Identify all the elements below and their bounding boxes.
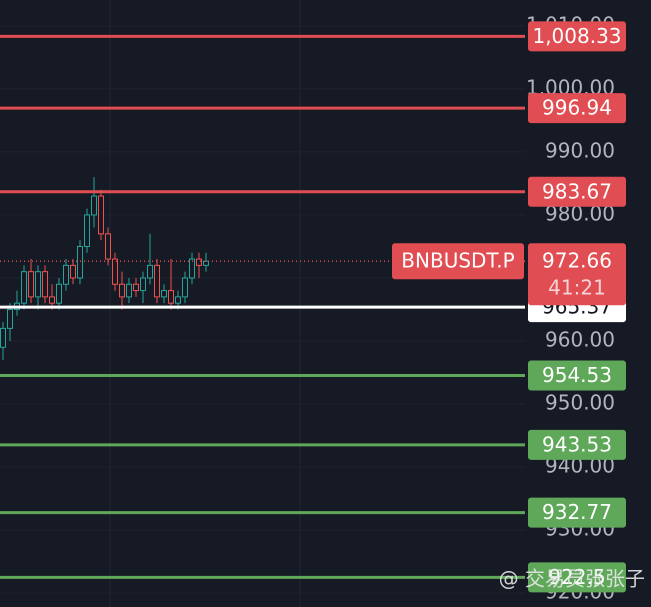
candle-body	[105, 233, 111, 260]
level-label-box	[528, 360, 626, 391]
y-tick-label: 990.00	[545, 138, 615, 162]
watermark: @ 交易员张张子	[499, 567, 645, 591]
level-label: 1,008.33	[532, 24, 621, 48]
candle-body	[49, 296, 55, 304]
candle-body	[161, 290, 167, 298]
candle-body	[98, 195, 104, 235]
candle-body	[126, 283, 132, 298]
candle-body	[63, 264, 69, 285]
candle-body	[21, 271, 27, 304]
level-label: 983.67	[542, 179, 612, 203]
last-price-label: 972.66	[542, 249, 612, 273]
symbol-label: BNBUSDT.P	[401, 249, 514, 273]
candle-body	[182, 277, 188, 298]
candle-body	[70, 264, 76, 279]
candle-body	[196, 258, 202, 266]
candle-body	[7, 308, 13, 329]
candle-body	[56, 283, 62, 304]
level-label: 932.77	[542, 500, 612, 524]
candle-body	[154, 264, 160, 298]
level-label-box	[528, 93, 626, 124]
level-label: 954.53	[542, 363, 612, 387]
candle-body	[35, 271, 41, 298]
level-label-box	[528, 176, 626, 207]
candle-body	[28, 271, 34, 298]
candle-body	[84, 214, 90, 247]
candle-body	[140, 277, 146, 292]
last-price-box	[528, 243, 626, 306]
candle-body	[133, 283, 139, 292]
candle-body	[147, 264, 153, 279]
candle-body	[189, 258, 195, 279]
countdown: 41:21	[548, 276, 606, 300]
candle-body	[0, 327, 6, 348]
candle-body	[42, 271, 48, 298]
level-label-box	[528, 429, 626, 460]
candle-body	[112, 258, 118, 285]
level-label: 943.53	[542, 432, 612, 456]
level-label-box	[528, 497, 626, 528]
level-label-box	[528, 21, 626, 52]
level-label-box	[528, 562, 626, 593]
candle-body	[77, 245, 83, 279]
symbol-box	[392, 243, 524, 280]
candle-body	[175, 296, 181, 304]
y-tick-label: 950.00	[545, 391, 615, 415]
candle-body	[119, 283, 125, 298]
y-tick-label: 960.00	[545, 328, 615, 352]
candle-body	[203, 260, 209, 266]
level-label: 996.94	[542, 96, 612, 120]
candle-body	[168, 290, 174, 304]
candle-body	[91, 195, 97, 216]
level-label: 922.5	[548, 565, 605, 589]
